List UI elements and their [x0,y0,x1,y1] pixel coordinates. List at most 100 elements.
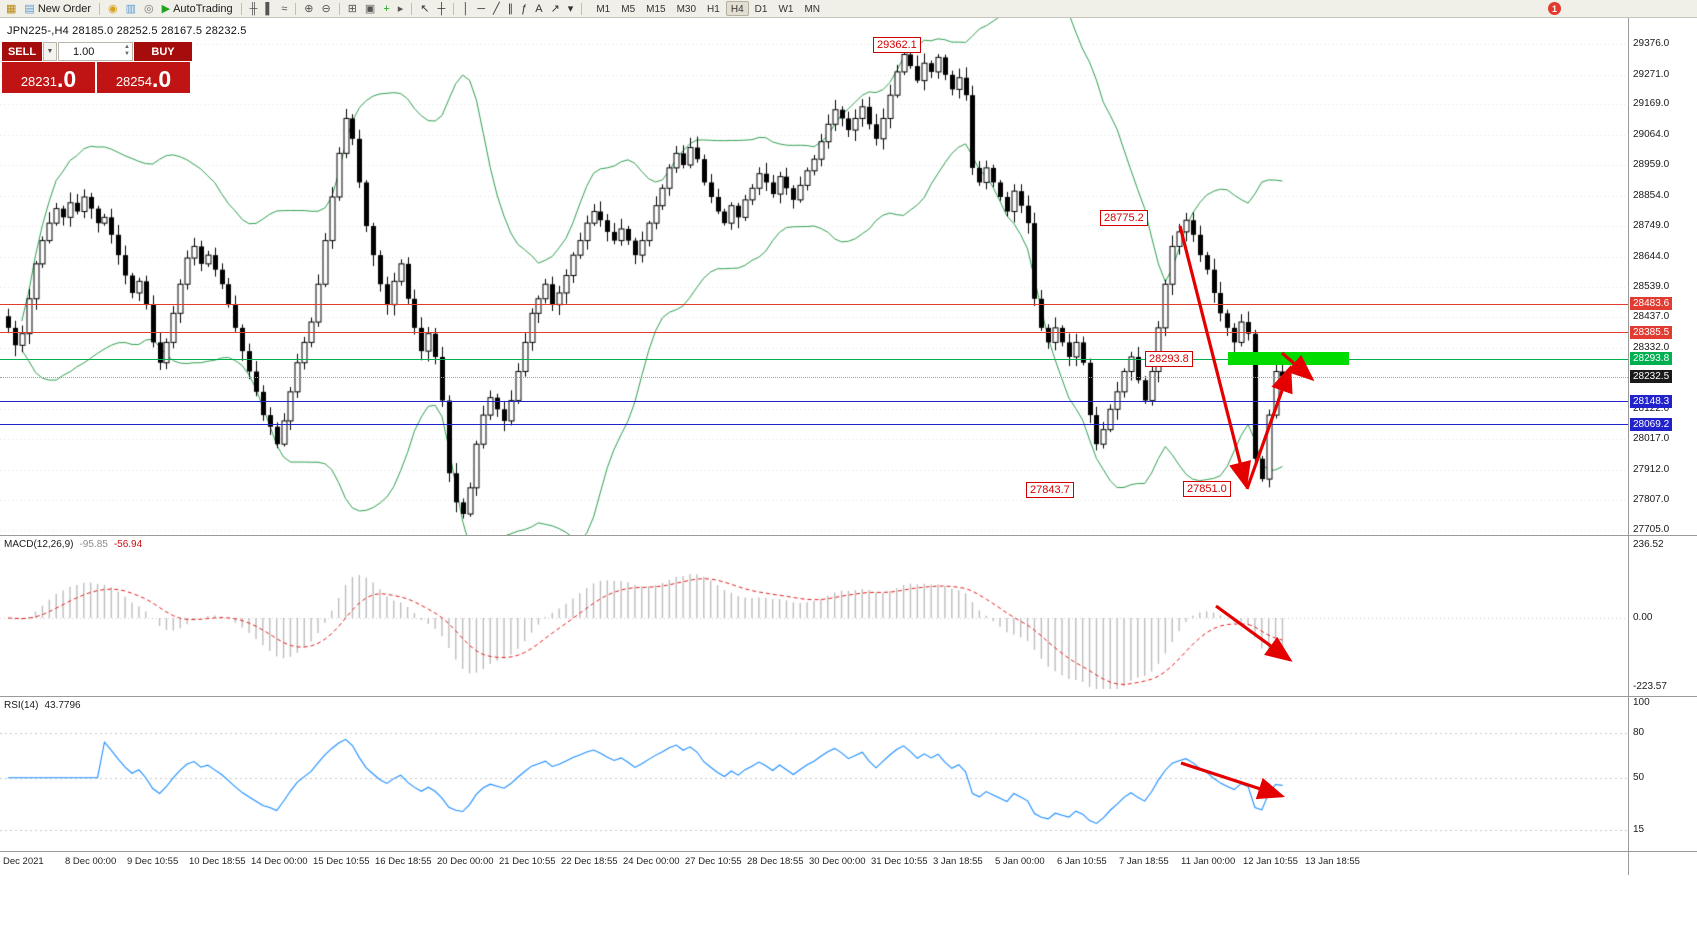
timeframe-buttons: M1 M5 M15 M30 H1 H4 D1 W1 MN [591,1,825,16]
horizontal-level-line[interactable] [0,303,1628,305]
sell-button[interactable]: SELL [2,42,42,61]
macd-signal-value: -56.94 [113,539,143,550]
horizontal-level-line[interactable] [0,424,1628,426]
chart-window-icon-glyph: ▦ [6,2,17,15]
green-zone-rectangle[interactable] [1228,352,1349,365]
timeframe-m30[interactable]: M30 [676,4,697,15]
candlestick-chart-icon[interactable]: ▌ [262,1,276,17]
rsi-indicator-canvas[interactable] [0,698,1628,851]
time-axis-label: 30 Dec 00:00 [809,856,866,867]
price-axis-label: 28854.0 [1633,189,1670,201]
profiles-icon-glyph: ▸ [397,2,404,15]
price-annotation-label[interactable]: 27843.7 [1026,482,1074,498]
expert-advisors-icon[interactable]: ◎ [141,1,157,17]
text-icon[interactable]: A [532,1,545,17]
time-axis-label: 9 Dec 10:55 [127,856,179,867]
price-badge: 28385.5 [1630,325,1673,339]
price-annotation-label[interactable]: 28775.2 [1100,210,1148,226]
panel-separator[interactable] [0,696,1697,697]
price-annotation-label[interactable]: 27851.0 [1183,481,1231,497]
channel-icon[interactable]: ∥ [505,1,517,17]
horizontal-level-line[interactable] [0,332,1628,334]
new-chart-icon[interactable]: + [380,1,392,17]
time-axis-label: 8 Dec 00:00 [65,856,117,867]
timeframe-m1[interactable]: M1 [596,4,611,15]
price-axis-label: 28017.0 [1633,433,1670,445]
timeframe-m5[interactable]: M5 [621,4,636,15]
price-axis-label: 28122.0 [1633,402,1670,414]
timeframe-mn[interactable]: MN [804,4,820,15]
symbol-ohlc-readout: JPN225-,H4 28185.0 28252.5 28167.5 28232… [7,25,247,37]
new-order-button-label: New Order [37,2,91,15]
bar-chart-icon-glyph: ╫ [249,2,258,15]
reports-icon[interactable]: ▥ [123,1,139,17]
candlestick-chart-canvas[interactable] [0,18,1628,535]
notification-badge[interactable]: 1 [1548,2,1561,15]
price-annotation-label[interactable]: 28293.8 [1145,351,1193,367]
time-axis-label: 12 Jan 10:55 [1243,856,1298,867]
horizontal-level-line[interactable] [0,376,1628,378]
volume-spinner[interactable]: ▲ ▼ [124,44,130,57]
panel-separator[interactable] [0,851,1697,852]
bar-chart-icon[interactable]: ╫ [247,1,261,17]
time-axis[interactable]: Dec 2021 8 Dec 00:00 9 Dec 10:55 10 Dec 18:… [0,852,1697,875]
fibonacci-icon[interactable]: ƒ [518,1,530,17]
macd-axis-label: 236.52 [1633,539,1664,550]
volume-input[interactable]: 1.00 ▲ ▼ [58,42,133,61]
price-axis-label: 29169.0 [1633,98,1670,110]
buy-price[interactable]: 28254.0 [97,62,190,93]
zoom-out-icon[interactable]: ⊖ [318,1,333,17]
crosshair-icon[interactable]: ┼ [435,1,449,17]
chart-window-icon[interactable]: ▦ [3,1,19,17]
timeframe-d1[interactable]: D1 [754,4,768,15]
buy-button[interactable]: BUY [134,42,192,61]
cascade-windows-icon-glyph: ▣ [364,2,376,15]
channel-icon-glyph: ∥ [507,2,514,15]
zoom-in-icon[interactable]: ⊕ [301,1,316,17]
tile-windows-icon-glyph: ⊞ [347,2,357,15]
horizontal-level-line[interactable] [0,401,1628,403]
time-axis-label: 31 Dec 10:55 [871,856,928,867]
price-axis-label: 28332.0 [1633,341,1670,353]
macd-name: MACD(12,26,9) [4,539,74,550]
horizontal-level-line[interactable] [0,358,1628,360]
cascade-windows-icon[interactable]: ▣ [362,1,378,17]
time-axis-label: 11 Jan 00:00 [1181,856,1236,867]
panel-separator[interactable] [0,535,1697,536]
new-chart-icon-glyph: + [383,2,390,15]
tile-windows-icon[interactable]: ⊞ [345,1,360,17]
arrows-icon[interactable]: ↗ [548,1,563,17]
sell-price[interactable]: 28231.0 [2,62,95,93]
line-chart-icon[interactable]: ≈ [278,1,290,17]
timeframe-h1[interactable]: H1 [707,4,720,15]
cursor-icon[interactable]: ↖ [417,1,432,17]
price-badge: 28069.2 [1630,417,1673,431]
trendline-icon[interactable]: ╱ [490,1,503,17]
toolbar-separator [295,2,297,15]
deposit-icon[interactable]: ◉ [105,1,121,17]
autotrading-button[interactable]: ▶ AutoTrading [159,1,236,17]
time-axis-label: 27 Dec 10:55 [685,856,742,867]
rsi-name: RSI(14) [4,700,39,711]
time-axis-label: 15 Dec 10:55 [313,856,370,867]
timeframe-m15[interactable]: M15 [646,4,666,15]
vertical-line-icon[interactable]: │ [459,1,472,17]
volume-dropdown-icon[interactable]: ▼ [43,42,57,61]
price-axis-label: 28959.0 [1633,159,1670,171]
shapes-dropdown-icon[interactable]: ▾ [565,1,577,17]
profiles-icon[interactable]: ▸ [395,1,407,17]
horizontal-line-icon[interactable]: ─ [474,1,488,17]
expert-advisors-icon-glyph: ◎ [144,2,154,15]
shapes-dropdown-icon-glyph: ▾ [567,2,574,15]
toolbar-separator [338,2,340,15]
timeframe-h4[interactable]: H4 [725,1,749,16]
zoom-out-icon-glyph: ⊖ [321,2,331,15]
sell-price-pips: .0 [56,66,77,92]
price-axis-label: 27912.0 [1633,463,1670,475]
macd-indicator-canvas[interactable] [0,537,1628,695]
toolbar: ▦ ▤ New Order ◉ ▥ ◎ ▶ AutoTrading ╫ ▌ ≈ ⊕ ⊖ ⊞ ▣ + ▸ ↖ ┼ │ ─ ╱… [0,0,1697,18]
new-order-button[interactable]: ▤ New Order [21,1,94,17]
timeframe-w1[interactable]: W1 [778,4,794,15]
price-annotation-label[interactable]: 29362.1 [873,37,921,53]
